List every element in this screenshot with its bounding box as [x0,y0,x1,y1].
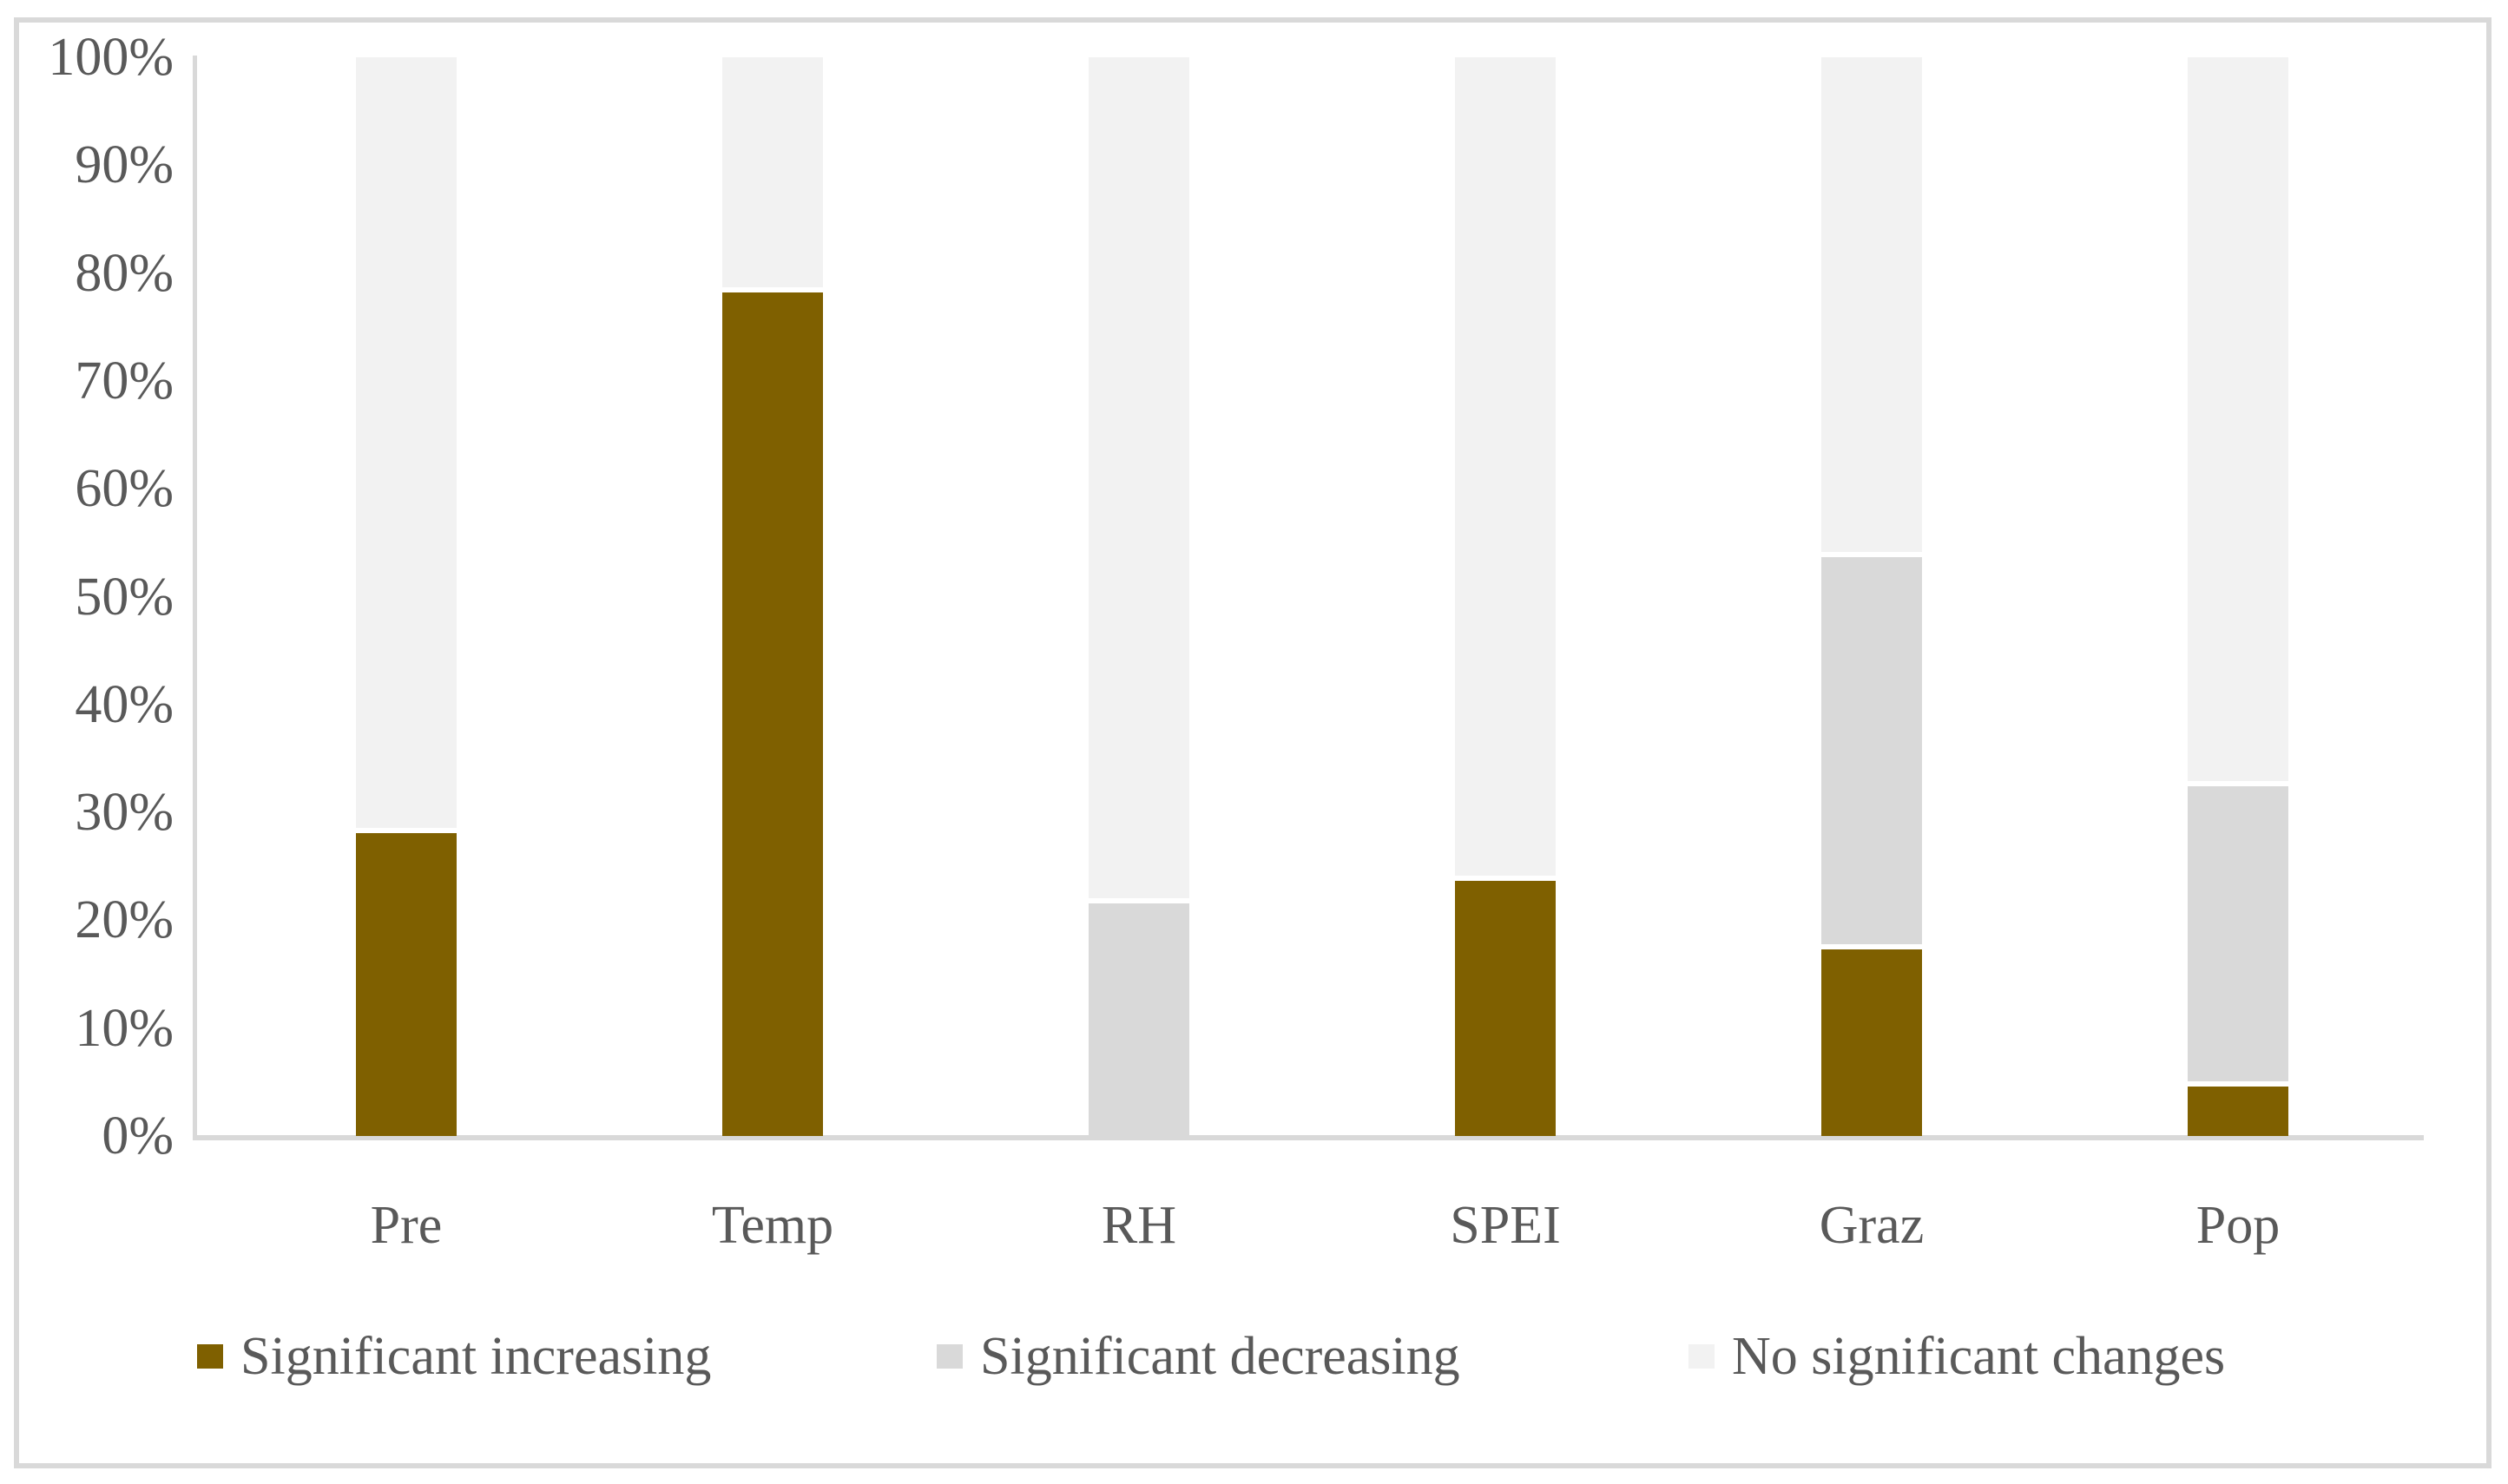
legend-item-significant-decreasing: Significant decreasing [937,1319,1460,1394]
y-axis-tick-label: 40% [75,674,174,734]
y-axis-tick-label: 20% [75,890,174,950]
y-axis-tick-label: 60% [75,459,174,519]
legend-item-significant-increasing: Significant increasing [197,1319,711,1394]
x-axis-label-pop: Pop [2195,1196,2281,1255]
bar-segment-graz-significant-decreasing [1821,557,1922,945]
y-axis-tick-label: 70% [75,351,174,410]
y-axis-tick-label: 10% [75,998,174,1058]
y-axis-tick-label: 90% [75,135,174,195]
x-axis-label-temp: Temp [711,1196,834,1255]
bar-segment-temp-no-significant-changes [722,57,823,288]
legend-swatch-significant-increasing [197,1344,223,1369]
legend-label: Significant decreasing [980,1326,1460,1386]
legend-swatch-significant-decreasing [937,1344,963,1369]
y-axis-tick-label: 30% [75,783,174,843]
y-axis-tick-label: 50% [75,567,174,627]
x-axis-label-pre: Pre [370,1196,443,1255]
bar-segment-graz-no-significant-changes [1821,57,1922,553]
bar-segment-pop-significant-increasing [2188,1087,2288,1136]
bar-segment-spei-significant-increasing [1455,880,1556,1136]
legend-label: No significant changes [1732,1326,2226,1386]
bar-segment-pre-significant-increasing [356,833,457,1136]
legend-label: Significant increasing [240,1326,712,1386]
bar-segment-pop-significant-decreasing [2188,785,2288,1082]
x-axis-label-spei: SPEI [1450,1196,1561,1255]
bar-segment-spei-no-significant-changes [1455,57,1556,876]
bar-segment-rh-no-significant-changes [1089,57,1189,899]
chart-legend: Significant increasing Significant decre… [0,1319,2508,1394]
bar-segment-rh-significant-decreasing [1089,903,1189,1136]
x-axis-label-graz: Graz [1819,1196,1925,1255]
x-axis-label-rh: RH [1101,1196,1177,1255]
y-axis-tick-label: 80% [75,243,174,303]
legend-swatch-no-significant-changes [1688,1344,1715,1369]
bar-segment-graz-significant-increasing [1821,949,1922,1136]
y-axis-tick-label: 0% [102,1106,174,1166]
bar-segment-pre-no-significant-changes [356,57,457,829]
y-axis-tick-label: 100% [48,28,174,87]
bar-segment-pop-no-significant-changes [2188,57,2288,781]
bar-segment-temp-significant-increasing [722,292,823,1136]
legend-item-no-significant-changes: No significant changes [1688,1319,2225,1394]
y-axis-line [193,56,197,1140]
x-axis-line [193,1135,2424,1140]
